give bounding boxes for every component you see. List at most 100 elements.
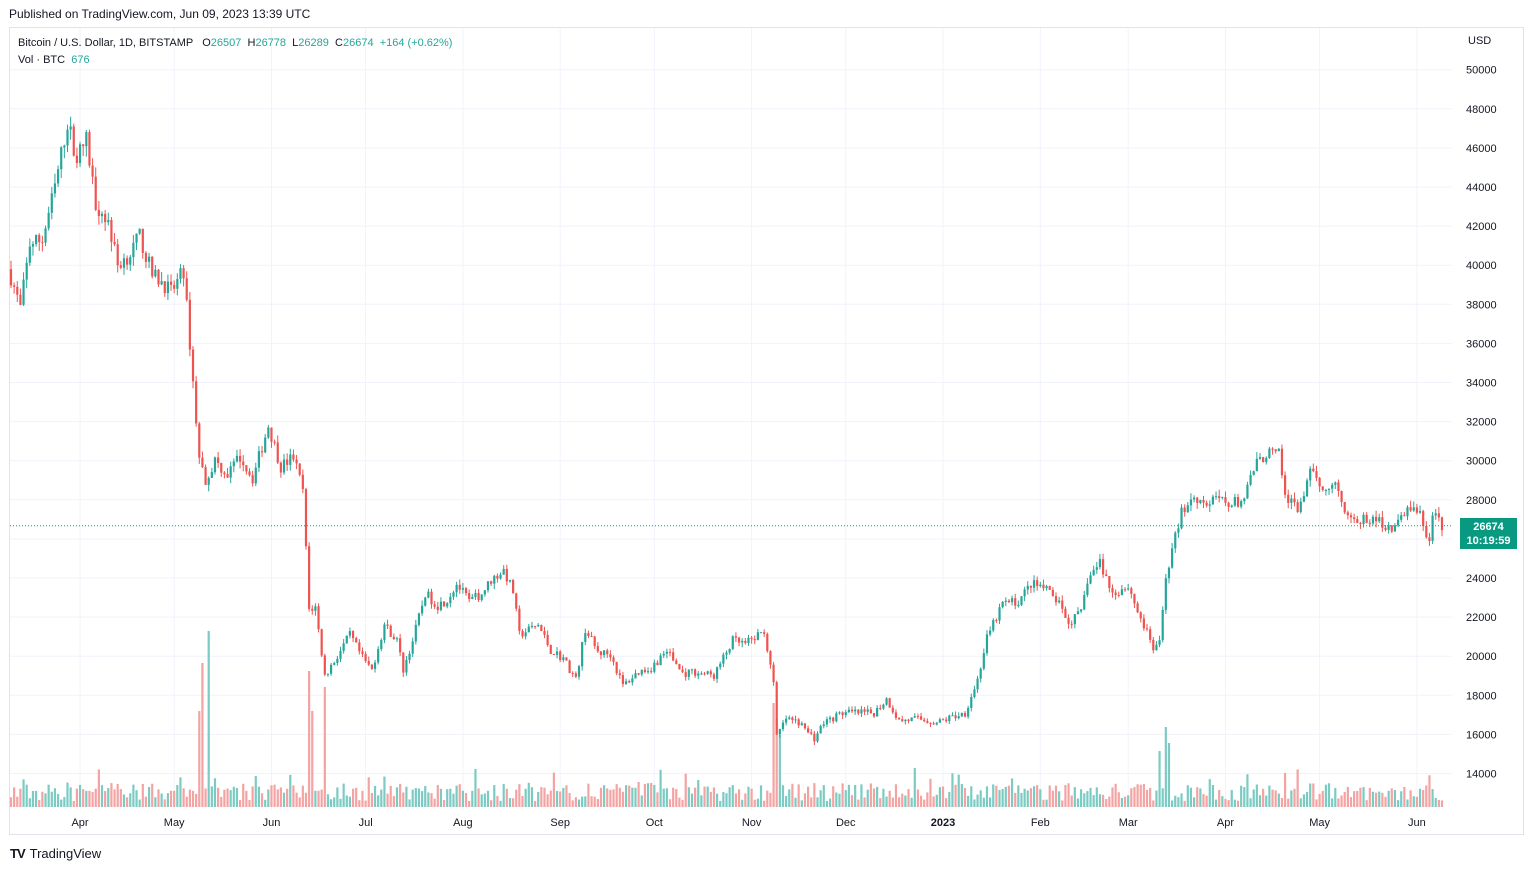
- candle-body: [797, 719, 800, 726]
- volume-bar: [700, 795, 703, 807]
- candle-body: [19, 294, 22, 305]
- candle-body: [386, 624, 389, 626]
- candle-body: [1211, 496, 1215, 505]
- volume-bar: [1425, 785, 1428, 807]
- candle-body: [1428, 537, 1431, 542]
- time-tick-label: Sep: [550, 817, 570, 829]
- time-tick-label: Jun: [1408, 817, 1426, 829]
- volume-bar: [468, 800, 471, 807]
- candle-body: [1287, 494, 1290, 503]
- volume-bar: [464, 793, 468, 807]
- candle-body: [1010, 598, 1014, 603]
- candle-body: [9, 269, 13, 286]
- candle-body: [452, 592, 455, 597]
- volume-bar: [1095, 787, 1098, 807]
- volume-bar: [1403, 786, 1406, 807]
- volume-bar: [408, 799, 411, 807]
- volume-bar: [461, 790, 464, 807]
- candle-body: [612, 657, 615, 663]
- tradingview-logo[interactable]: TV TradingView: [10, 846, 101, 861]
- candle-body: [417, 613, 421, 625]
- legend-volume: 676: [71, 54, 90, 66]
- volume-bar: [1101, 794, 1105, 807]
- candle-body: [420, 605, 424, 614]
- candle-body: [901, 719, 904, 722]
- candle-body: [126, 258, 129, 265]
- volume-bar: [173, 790, 176, 807]
- candle-body: [279, 462, 282, 473]
- candle-body: [1208, 504, 1211, 506]
- candle-body: [1274, 449, 1277, 452]
- candle-body: [540, 625, 543, 632]
- volume-bar: [383, 776, 386, 807]
- volume-bar: [257, 786, 261, 807]
- price-tick-label: 28000: [1466, 495, 1497, 507]
- candle-body: [182, 268, 185, 279]
- volume-bar: [147, 787, 151, 807]
- volume-bar: [926, 792, 929, 807]
- candle-body: [643, 669, 647, 673]
- candle-body: [486, 581, 490, 591]
- candle-body: [885, 698, 888, 705]
- candle-body: [1318, 477, 1321, 487]
- candle-body: [229, 466, 232, 478]
- candle-body: [1224, 497, 1227, 503]
- volume-bar: [351, 788, 355, 807]
- volume-bar: [348, 796, 352, 807]
- volume-bar: [53, 788, 57, 807]
- legend-volume-label[interactable]: Vol · BTC: [18, 54, 66, 66]
- volume-bar: [154, 797, 157, 807]
- candle-body: [1337, 482, 1340, 491]
- volume-bar: [1089, 787, 1092, 807]
- volume-bar: [13, 787, 16, 807]
- candle-body: [392, 636, 395, 640]
- volume-bar: [832, 786, 835, 807]
- chart-frame[interactable]: [9, 27, 1524, 835]
- candle-body: [198, 423, 201, 458]
- candle-body: [637, 673, 640, 675]
- candle-body: [621, 675, 625, 685]
- candle-body: [339, 650, 342, 659]
- volume-bar: [850, 795, 854, 807]
- volume-bar: [631, 787, 634, 807]
- candle-body: [1418, 511, 1422, 513]
- volume-bar: [486, 790, 490, 807]
- candle-body: [897, 717, 901, 720]
- volume-bar: [1136, 784, 1139, 807]
- volume-bar: [1152, 800, 1155, 807]
- volume-bar: [1400, 791, 1403, 807]
- candle-body: [772, 664, 775, 683]
- volume-bar: [694, 787, 697, 807]
- volume-bar: [1428, 775, 1431, 807]
- volume-bar: [232, 786, 235, 807]
- candle-body: [207, 477, 210, 485]
- volume-bar: [367, 777, 370, 807]
- candle-body: [248, 471, 251, 476]
- candle-body: [116, 244, 119, 266]
- volume-bar: [1305, 791, 1309, 807]
- time-tick-label: May: [1309, 817, 1330, 829]
- candle-body: [1036, 580, 1039, 587]
- volume-bar: [1208, 779, 1211, 807]
- candle-body: [634, 673, 637, 679]
- currency-label[interactable]: USD: [1468, 35, 1492, 47]
- volume-bar: [311, 711, 314, 807]
- candle-body: [624, 681, 628, 685]
- volume-bar: [1051, 790, 1054, 807]
- volume-bar: [295, 792, 298, 807]
- candle-body: [333, 663, 336, 665]
- volume-bar: [599, 787, 603, 807]
- candle-body: [213, 457, 217, 473]
- legend-symbol[interactable]: Bitcoin / U.S. Dollar, 1D, BITSTAMP: [18, 37, 194, 49]
- volume-bar: [530, 787, 534, 807]
- volume-bar: [380, 789, 383, 807]
- candle-body: [195, 381, 198, 424]
- candle-body: [515, 593, 518, 609]
- candle-body: [1171, 548, 1174, 568]
- candle-body: [568, 660, 571, 673]
- candle-body: [1076, 611, 1080, 615]
- volume-bar: [405, 786, 408, 807]
- volume-bar: [913, 767, 916, 807]
- candle-body: [1167, 567, 1171, 579]
